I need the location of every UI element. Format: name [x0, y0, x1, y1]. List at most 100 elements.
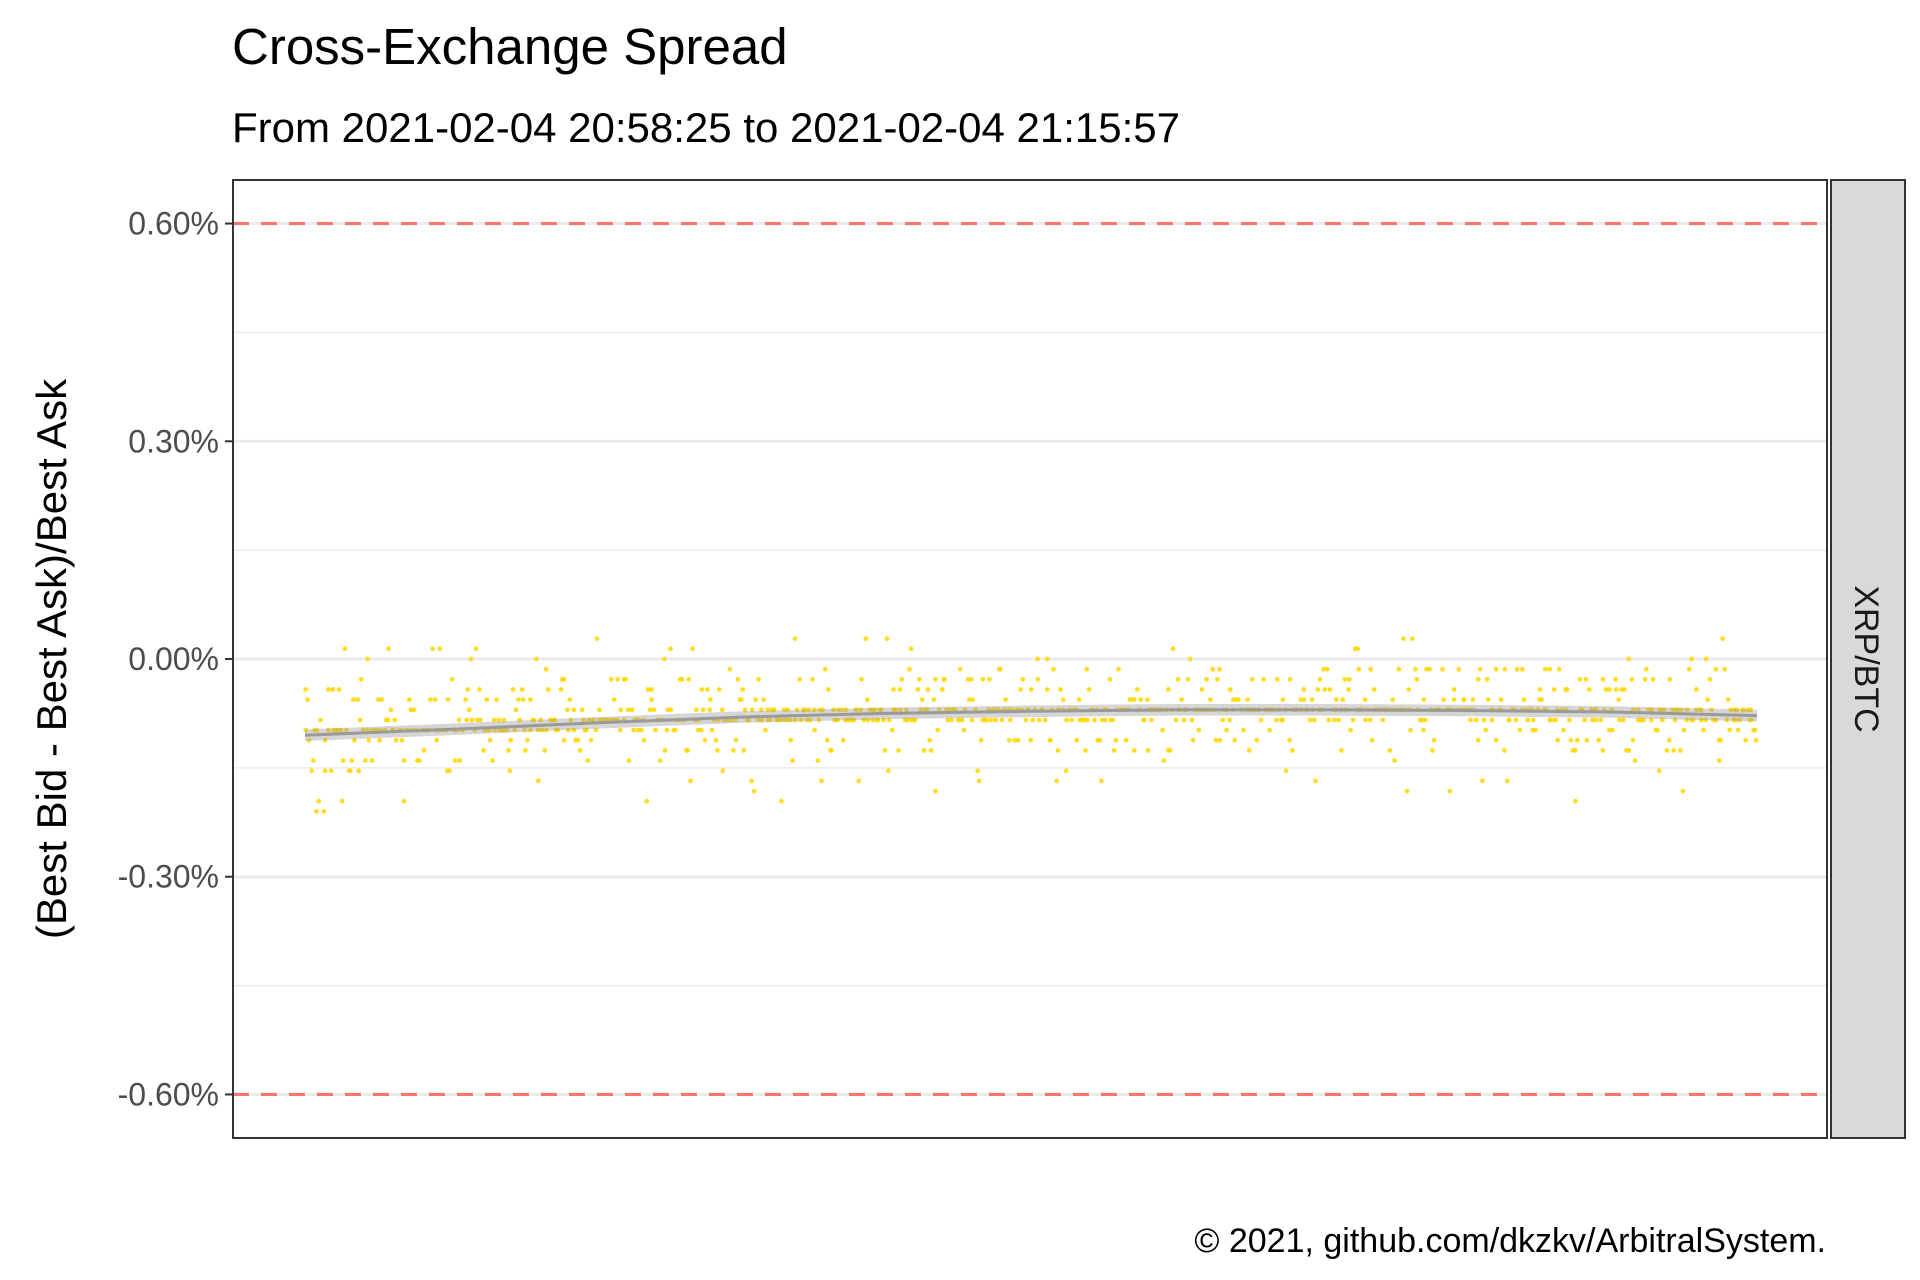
data-point — [1568, 737, 1574, 743]
y-tick-label: -0.60% — [118, 1076, 219, 1112]
data-point — [645, 687, 651, 692]
data-point — [819, 778, 824, 784]
data-point — [571, 727, 577, 733]
data-point — [1748, 707, 1754, 713]
data-point — [1593, 717, 1599, 723]
data-point — [1241, 727, 1246, 733]
data-point — [1348, 727, 1353, 733]
data-point — [1664, 748, 1670, 753]
data-point — [653, 727, 658, 733]
data-point — [504, 727, 510, 733]
data-point — [1489, 717, 1495, 723]
data-point — [1392, 758, 1397, 763]
data-point — [1643, 666, 1649, 672]
data-point — [740, 687, 745, 692]
data-point — [1577, 676, 1583, 682]
threshold-lines — [233, 221, 1827, 1097]
data-point — [1630, 707, 1636, 713]
data-point — [1646, 707, 1651, 713]
data-point — [1656, 768, 1662, 774]
data-point — [1204, 676, 1209, 682]
data-point — [1134, 687, 1140, 692]
data-point — [401, 798, 407, 804]
data-point — [326, 727, 331, 733]
data-point — [428, 697, 433, 702]
data-point — [753, 697, 758, 702]
data-point — [1175, 676, 1181, 682]
data-point — [568, 717, 574, 723]
data-point — [896, 748, 901, 753]
data-point — [1718, 737, 1723, 743]
data-point — [506, 748, 511, 753]
data-point — [1626, 748, 1632, 753]
data-point — [1666, 737, 1672, 743]
data-point — [618, 727, 623, 733]
data-point — [1650, 676, 1656, 682]
data-point — [1254, 737, 1260, 743]
data-point — [810, 676, 815, 682]
data-point — [565, 727, 571, 733]
data-point — [366, 737, 372, 743]
data-point — [1698, 717, 1704, 723]
data-point — [1199, 687, 1205, 692]
data-point — [771, 707, 777, 713]
data-point — [961, 727, 967, 733]
data-point — [1015, 737, 1021, 743]
data-point — [349, 758, 355, 763]
data-point — [709, 727, 715, 733]
data-point — [416, 758, 422, 763]
data-point — [1737, 717, 1743, 723]
data-point — [1356, 666, 1362, 672]
data-point — [1698, 707, 1704, 713]
data-point — [1301, 697, 1307, 702]
data-point — [528, 697, 533, 702]
data-point — [779, 798, 784, 804]
chart-subtitle: From 2021-02-04 20:58:25 to 2021-02-04 2… — [232, 104, 1180, 151]
data-point — [1189, 717, 1195, 723]
data-point — [1086, 687, 1092, 692]
data-point — [1635, 707, 1641, 713]
data-point — [618, 707, 624, 713]
data-point — [1311, 717, 1317, 723]
data-point — [1716, 758, 1722, 763]
data-point — [1660, 717, 1665, 723]
data-point — [1481, 717, 1487, 723]
data-point — [686, 676, 692, 682]
data-point — [539, 727, 545, 733]
y-axis-label: (Best Bid - Best Ask)/Best Ask — [28, 378, 75, 939]
data-point — [759, 717, 764, 723]
data-point — [1430, 748, 1435, 753]
data-point — [1701, 727, 1706, 733]
data-point — [1321, 666, 1327, 672]
data-point — [1111, 748, 1117, 753]
data-point — [931, 697, 937, 702]
data-point — [881, 717, 886, 723]
data-point — [1123, 737, 1129, 743]
data-point — [1246, 748, 1252, 753]
data-point — [751, 788, 757, 794]
data-point — [1632, 758, 1638, 763]
data-point — [303, 727, 309, 733]
data-point — [490, 758, 495, 763]
y-tick-label: -0.30% — [118, 859, 219, 895]
data-point — [586, 717, 592, 723]
data-point — [1470, 697, 1476, 702]
data-point — [1339, 748, 1344, 753]
data-point — [517, 717, 522, 723]
data-point — [1051, 666, 1056, 672]
data-point — [649, 697, 654, 702]
data-point — [1380, 717, 1386, 723]
data-point — [826, 687, 831, 692]
data-point — [1427, 666, 1433, 672]
data-point — [1551, 687, 1557, 692]
data-point — [1141, 717, 1147, 723]
data-point — [822, 666, 828, 672]
data-point — [356, 768, 362, 774]
data-point — [1404, 788, 1410, 794]
data-point — [577, 748, 583, 753]
data-point — [915, 687, 921, 692]
data-point — [1092, 717, 1097, 723]
data-point — [1396, 666, 1402, 672]
data-point — [1525, 717, 1531, 723]
data-point — [1007, 717, 1013, 723]
